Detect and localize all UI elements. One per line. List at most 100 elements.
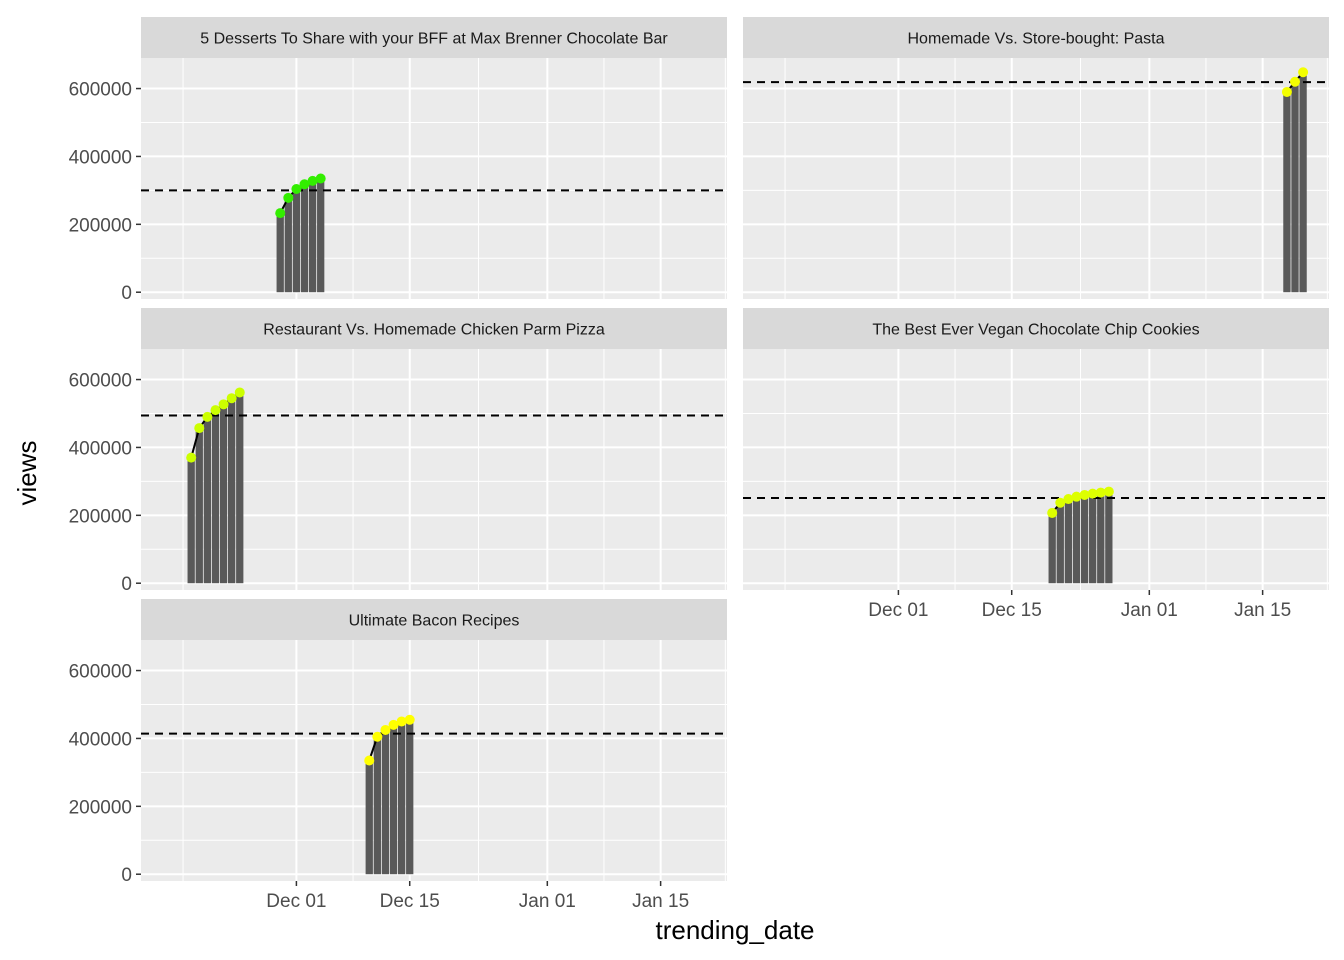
data-point <box>1055 497 1066 508</box>
bar <box>389 724 398 875</box>
data-point <box>1281 86 1292 97</box>
data-point <box>218 399 229 410</box>
data-point <box>234 387 245 398</box>
facet-title: Homemade Vs. Store-bought: Pasta <box>907 31 1164 48</box>
data-point <box>1087 488 1098 499</box>
x-tick-label: Jan 01 <box>1121 600 1178 621</box>
bar <box>1048 512 1056 584</box>
bar <box>317 178 325 293</box>
facet-panel: The Best Ever Vegan Chocolate Chip Cooki… <box>743 308 1329 621</box>
bar <box>219 404 228 584</box>
facet-title: 5 Desserts To Share with your BFF at Max… <box>200 31 668 48</box>
bar <box>1291 81 1299 293</box>
panels: 5 Desserts To Share with your BFF at Max… <box>69 17 1329 912</box>
bar <box>228 398 236 584</box>
data-point <box>202 411 213 422</box>
y-tick-label: 600000 <box>69 371 132 392</box>
facet-title: Restaurant Vs. Homemade Chicken Parm Piz… <box>263 322 605 339</box>
x-tick-label: Dec 15 <box>380 891 440 912</box>
facet-panel: Restaurant Vs. Homemade Chicken Parm Piz… <box>69 308 727 595</box>
y-tick-label: 400000 <box>69 438 132 459</box>
facet-strip <box>141 599 727 640</box>
bar <box>203 416 212 584</box>
x-tick-label: Jan 15 <box>632 891 689 912</box>
data-point <box>307 175 318 186</box>
x-tick-label: Jan 01 <box>519 891 576 912</box>
facet-title: Ultimate Bacon Recipes <box>349 613 520 630</box>
plot-background <box>743 58 1329 299</box>
bar <box>1299 72 1307 293</box>
bar <box>365 760 373 875</box>
data-point <box>1298 67 1309 78</box>
data-point <box>1079 489 1090 500</box>
y-tick-label: 0 <box>121 283 132 304</box>
y-tick-label: 0 <box>121 865 132 886</box>
bar <box>308 180 317 293</box>
x-tick-label: Dec 01 <box>266 891 326 912</box>
x-axis-title: trending_date <box>655 915 814 945</box>
data-point <box>186 452 197 463</box>
y-tick-label: 200000 <box>69 506 132 527</box>
bar <box>397 721 406 875</box>
data-point <box>194 423 205 434</box>
x-tick-label: Dec 01 <box>868 600 928 621</box>
bar <box>1105 491 1113 584</box>
data-point <box>210 405 221 416</box>
facet-title: The Best Ever Vegan Chocolate Chip Cooki… <box>872 322 1199 339</box>
facet-panel: Homemade Vs. Store-bought: Pasta <box>743 17 1329 299</box>
bar <box>1072 496 1081 584</box>
data-point <box>1047 507 1058 518</box>
data-point <box>1103 486 1114 497</box>
bar <box>1097 492 1105 584</box>
bar <box>276 213 284 293</box>
data-point <box>315 173 326 184</box>
data-point <box>291 184 302 195</box>
bar <box>1080 494 1089 584</box>
facet-panel: Ultimate Bacon Recipes 0 200000 400000 60000… <box>69 599 727 912</box>
facet-strip <box>141 308 727 349</box>
bar <box>1283 91 1291 293</box>
bar <box>236 392 244 584</box>
y-tick-label: 0 <box>121 574 132 595</box>
bar <box>1064 499 1073 584</box>
bar <box>1056 502 1064 584</box>
data-point <box>380 724 391 735</box>
bar <box>1089 493 1097 584</box>
y-tick-label: 400000 <box>69 147 132 168</box>
data-point <box>372 731 383 742</box>
facet-panel: 5 Desserts To Share with your BFF at Max… <box>69 17 727 304</box>
bar <box>381 729 390 875</box>
y-tick-label: 200000 <box>69 797 132 818</box>
data-point <box>299 179 310 190</box>
data-point <box>404 714 415 725</box>
data-point <box>1095 487 1106 498</box>
plot-background <box>743 349 1329 590</box>
y-tick-label: 600000 <box>69 662 132 683</box>
bar <box>187 457 195 584</box>
data-point <box>226 393 237 404</box>
y-tick-label: 600000 <box>69 80 132 101</box>
bar <box>195 428 203 584</box>
y-tick-label: 200000 <box>69 215 132 236</box>
bar <box>373 736 381 875</box>
data-point <box>1290 76 1301 87</box>
y-axis-title: views <box>12 440 42 505</box>
data-point <box>283 192 294 203</box>
data-point <box>1063 494 1074 505</box>
bar <box>284 197 292 293</box>
plot-background <box>141 640 727 881</box>
x-tick-label: Dec 15 <box>982 600 1042 621</box>
data-point <box>388 719 399 730</box>
bar <box>300 184 309 293</box>
data-point <box>396 716 407 727</box>
facet-strip <box>743 17 1329 58</box>
x-tick-label: Jan 15 <box>1234 600 1291 621</box>
bar <box>292 189 301 293</box>
facet-strip <box>743 308 1329 349</box>
bar <box>211 410 220 584</box>
facet-strip <box>141 17 727 58</box>
plot-background <box>141 58 727 299</box>
data-point <box>1071 491 1082 502</box>
bar <box>406 719 414 875</box>
